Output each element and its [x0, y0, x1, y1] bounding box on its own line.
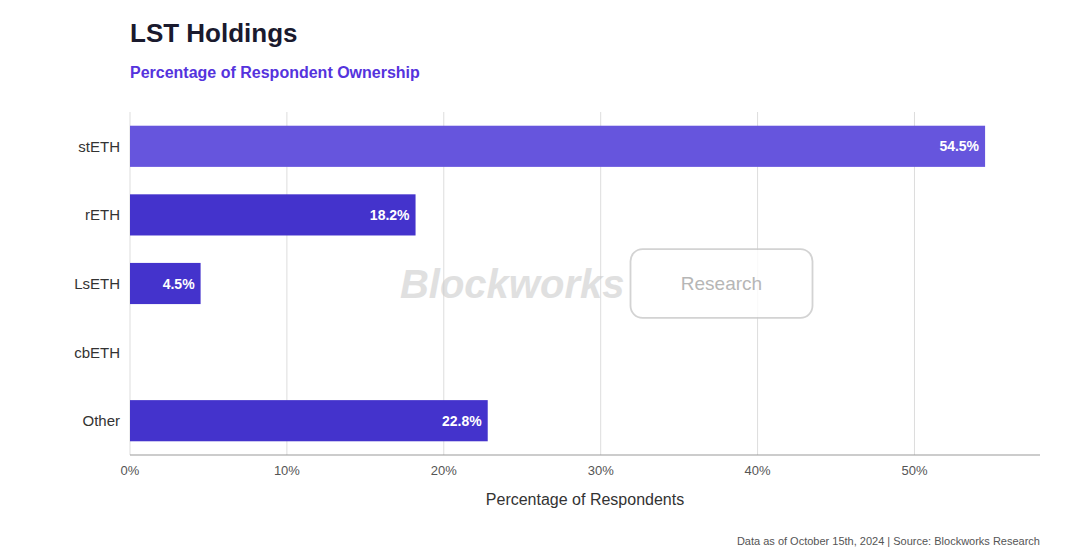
- x-axis-label: Percentage of Respondents: [486, 491, 684, 508]
- x-tick-label: 40%: [745, 463, 771, 478]
- bar: [130, 263, 201, 304]
- watermark: Blockworks: [400, 262, 625, 306]
- y-tick-label: rETH: [85, 206, 120, 223]
- bar: [130, 332, 131, 373]
- bars: [130, 126, 985, 442]
- bar: [130, 194, 416, 235]
- watermark-box: [631, 249, 813, 318]
- data-label: 22.8%: [442, 413, 482, 429]
- watermark: Research: [681, 273, 762, 294]
- x-tick-label: 0%: [121, 463, 140, 478]
- y-tick-label: cbETH: [74, 344, 120, 361]
- footnote: Data as of October 15th, 2024 | Source: …: [737, 535, 1040, 547]
- bar: [130, 126, 985, 167]
- title: LST Holdings: [130, 18, 298, 48]
- x-tick-label: 20%: [431, 463, 457, 478]
- y-tick-label: stETH: [78, 138, 120, 155]
- y-tick-label: LsETH: [74, 275, 120, 292]
- data-label: 4.5%: [163, 276, 195, 292]
- x-tick-label: 10%: [274, 463, 300, 478]
- subtitle: Percentage of Respondent Ownership: [130, 64, 420, 81]
- x-axis-line: [130, 455, 1040, 456]
- bar: [130, 400, 488, 441]
- x-tick-label: 50%: [901, 463, 927, 478]
- chart: LST Holdings Percentage of Respondent Own…: [0, 0, 1075, 555]
- data-label: 18.2%: [370, 207, 410, 223]
- data-label: 54.5%: [939, 138, 979, 154]
- y-tick-label: Other: [82, 412, 120, 429]
- x-tick-label: 30%: [588, 463, 614, 478]
